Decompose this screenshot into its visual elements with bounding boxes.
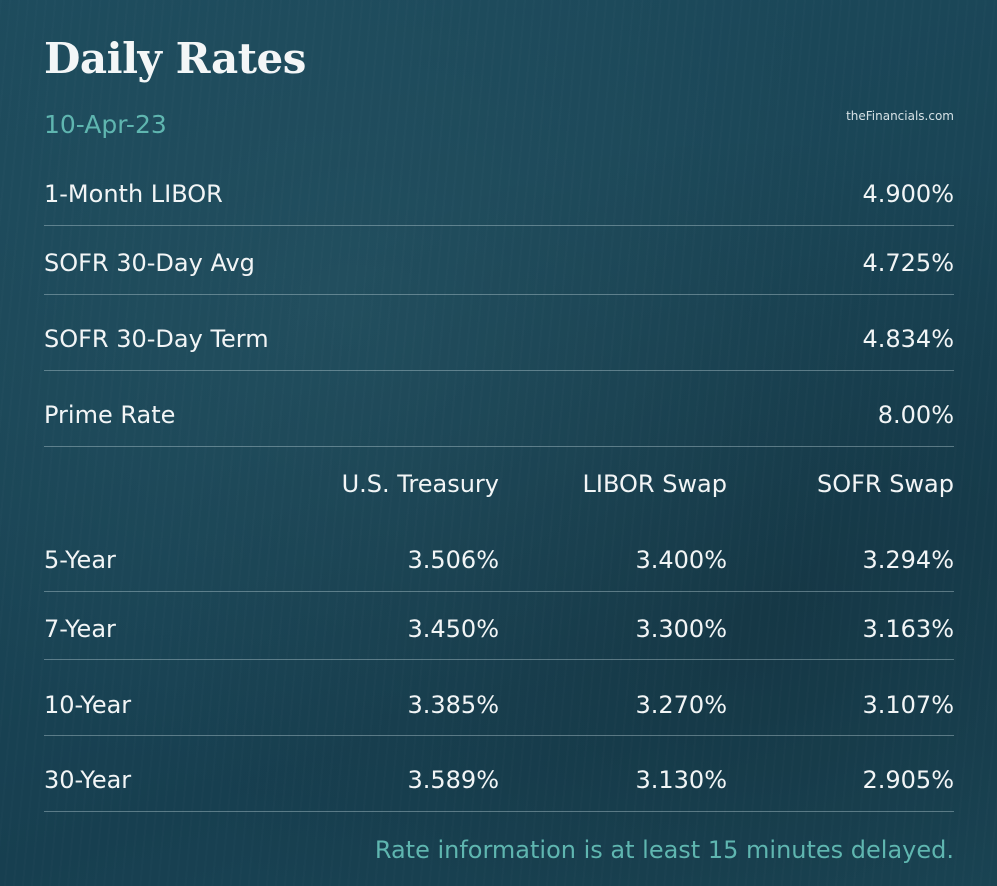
rates-date: 10-Apr-23 [44,110,167,139]
rate-value: 4.900% [862,180,954,208]
libor-swap-value: 3.130% [635,766,727,794]
rate-row-sofr-30-day-avg: SOFR 30-Day Avg 4.725% [44,249,954,277]
table-row: 7-Year 3.450% 3.300% 3.163% [44,615,954,647]
row-term: 5-Year [44,546,116,574]
table-row: 30-Year 3.589% 3.130% 2.905% [44,766,954,798]
rate-label: 1-Month LIBOR [44,180,223,208]
row-term: 10-Year [44,691,132,719]
rate-value: 4.725% [862,249,954,277]
rate-value: 4.834% [862,325,954,353]
delay-notice: Rate information is at least 15 minutes … [374,836,954,864]
row-term: 30-Year [44,766,132,794]
divider [44,446,954,447]
sofr-swap-value: 3.163% [862,615,954,643]
rate-row-sofr-30-day-term: SOFR 30-Day Term 4.834% [44,325,954,353]
column-header-sofr-swap: SOFR Swap [816,470,954,498]
page-title: Daily Rates [44,34,306,83]
rate-value: 8.00% [877,401,954,429]
us-treasury-value: 3.589% [407,766,499,794]
table-row: 10-Year 3.385% 3.270% 3.107% [44,691,954,723]
divider [44,225,954,226]
sofr-swap-value: 3.107% [862,691,954,719]
rate-label: Prime Rate [44,401,176,429]
table-row: 5-Year 3.506% 3.400% 3.294% [44,546,954,578]
source-credit: theFinancials.com [846,109,954,123]
libor-swap-value: 3.270% [635,691,727,719]
us-treasury-value: 3.450% [407,615,499,643]
sofr-swap-value: 3.294% [862,546,954,574]
us-treasury-value: 3.506% [407,546,499,574]
us-treasury-value: 3.385% [407,691,499,719]
divider [44,294,954,295]
column-header-libor-swap: LIBOR Swap [582,470,728,498]
column-header-us-treasury: U.S. Treasury [341,470,499,498]
libor-swap-value: 3.400% [635,546,727,574]
rate-label: SOFR 30-Day Avg [44,249,255,277]
sofr-swap-value: 2.905% [862,766,954,794]
swap-table-header: U.S. Treasury LIBOR Swap SOFR Swap [44,470,954,502]
row-term: 7-Year [44,615,116,643]
divider [44,735,954,736]
divider [44,370,954,371]
libor-swap-value: 3.300% [635,615,727,643]
divider [44,659,954,660]
divider [44,811,954,812]
divider [44,591,954,592]
rate-label: SOFR 30-Day Term [44,325,269,353]
rate-row-1-month-libor: 1-Month LIBOR 4.900% [44,180,954,208]
rate-row-prime-rate: Prime Rate 8.00% [44,401,954,429]
